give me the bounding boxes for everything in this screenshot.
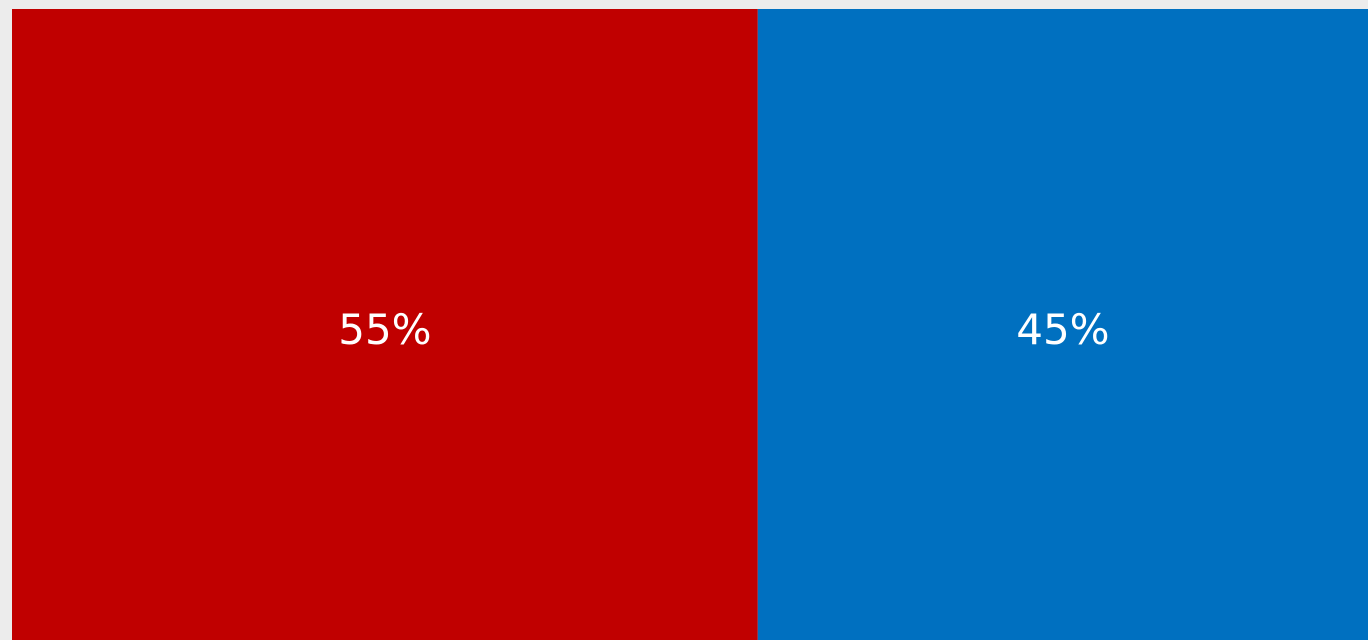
value-label: 55% — [338, 305, 431, 354]
bar-segment — [757, 9, 1368, 640]
bar-segment — [12, 9, 758, 640]
value-label: 45% — [1016, 305, 1109, 354]
